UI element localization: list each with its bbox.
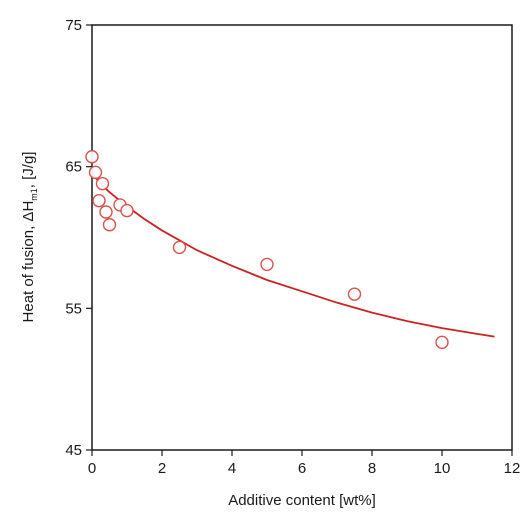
data-point — [435, 335, 449, 350]
data-point — [120, 203, 134, 218]
x-tick-label: 8 — [368, 460, 376, 477]
plot-frame — [91, 24, 513, 451]
y-axis-label-prefix: Heat of fusion, — [20, 222, 37, 323]
data-points-layer — [85, 150, 449, 350]
y-tick-label: 65 — [65, 159, 82, 176]
y-axis-label: Heat of fusion, ΔHm1, [J/g] — [20, 152, 39, 323]
fit-curve — [91, 173, 495, 338]
data-point — [99, 205, 113, 219]
x-axis-label: Additive content [wt%] — [228, 492, 376, 509]
y-tick-label: 55 — [65, 300, 82, 317]
fit-curve-layer — [91, 173, 495, 338]
y-tick-label: 75 — [65, 17, 82, 34]
data-point — [102, 218, 117, 232]
data-point — [85, 150, 99, 164]
x-tick-label: 0 — [88, 460, 96, 477]
y-axis-label-suffix: , [J/g] — [20, 152, 37, 189]
x-axis-ticks: 0 2 4 6 8 10 12 — [88, 450, 521, 477]
data-point — [92, 193, 106, 208]
x-tick-label: 6 — [298, 460, 306, 477]
data-point — [172, 240, 187, 255]
data-point — [260, 257, 274, 272]
x-tick-label: 4 — [228, 460, 236, 477]
data-point — [88, 165, 103, 180]
data-point — [347, 287, 362, 301]
data-point — [95, 176, 110, 191]
x-tick-label: 2 — [158, 460, 166, 477]
x-tick-label: 10 — [434, 460, 451, 477]
y-tick-label: 45 — [65, 442, 82, 459]
x-tick-label: 12 — [504, 460, 521, 477]
y-axis-ticks: 45 55 65 75 — [65, 17, 92, 459]
y-axis-label-subscript: m1 — [29, 188, 39, 201]
y-axis-label-delta: ΔH — [20, 201, 37, 222]
